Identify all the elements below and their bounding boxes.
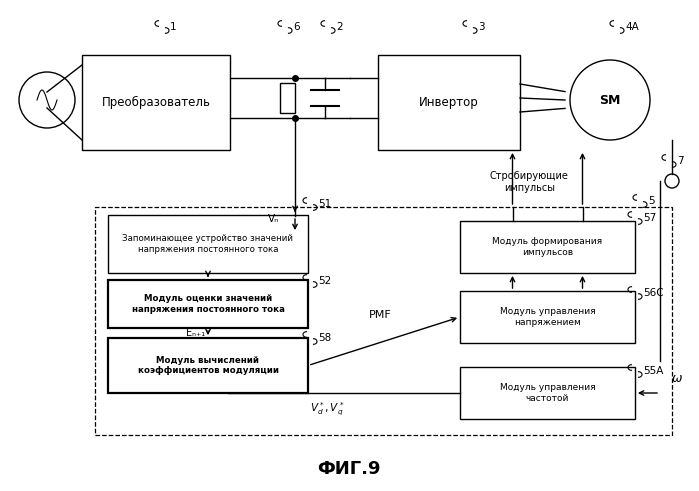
Bar — [460, 367, 635, 419]
Text: 56C: 56C — [643, 288, 663, 298]
Text: 5: 5 — [648, 196, 655, 206]
Bar — [108, 280, 308, 328]
Text: 51: 51 — [318, 199, 331, 209]
Text: Vₙ: Vₙ — [268, 214, 279, 224]
Bar — [460, 221, 635, 273]
Text: 2: 2 — [336, 22, 343, 32]
Text: 4A: 4A — [625, 22, 639, 32]
Bar — [108, 215, 308, 273]
Text: PMF: PMF — [368, 310, 391, 320]
Text: 57: 57 — [643, 213, 656, 223]
Text: Модуль оценки значений
напряжения постоянного тока: Модуль оценки значений напряжения постоя… — [131, 294, 284, 314]
Text: Запоминающее устройство значений
напряжения постоянного тока: Запоминающее устройство значений напряже… — [122, 234, 294, 254]
Text: Модуль формирования
импульсов: Модуль формирования импульсов — [492, 237, 603, 257]
Text: Модуль управления
напряжением: Модуль управления напряжением — [500, 307, 596, 327]
Text: Модуль вычислений
коэффициентов модуляции: Модуль вычислений коэффициентов модуляци… — [138, 356, 278, 375]
Text: Eₙ₊₁: Eₙ₊₁ — [186, 328, 205, 338]
Text: ФИГ.9: ФИГ.9 — [317, 460, 381, 478]
Text: ω: ω — [672, 373, 682, 385]
Bar — [95, 207, 672, 435]
Text: 6: 6 — [293, 22, 300, 32]
Bar — [280, 83, 295, 113]
Text: 3: 3 — [478, 22, 484, 32]
Text: 55A: 55A — [643, 366, 663, 376]
Text: 52: 52 — [318, 276, 331, 286]
Bar — [108, 338, 308, 393]
Text: 58: 58 — [318, 333, 331, 343]
Bar — [378, 55, 520, 150]
Text: 7: 7 — [677, 156, 684, 166]
Text: $V_d^*,V_q^*$: $V_d^*,V_q^*$ — [310, 400, 345, 418]
Text: 1: 1 — [170, 22, 177, 32]
Text: Модуль управления
частотой: Модуль управления частотой — [500, 383, 596, 403]
Bar — [82, 55, 230, 150]
Text: Преобразователь: Преобразователь — [101, 96, 210, 109]
Bar — [460, 291, 635, 343]
Text: Инвертор: Инвертор — [419, 96, 479, 109]
Text: SM: SM — [599, 93, 621, 107]
Text: Стробирующие
импульсы: Стробирующие импульсы — [490, 171, 569, 192]
